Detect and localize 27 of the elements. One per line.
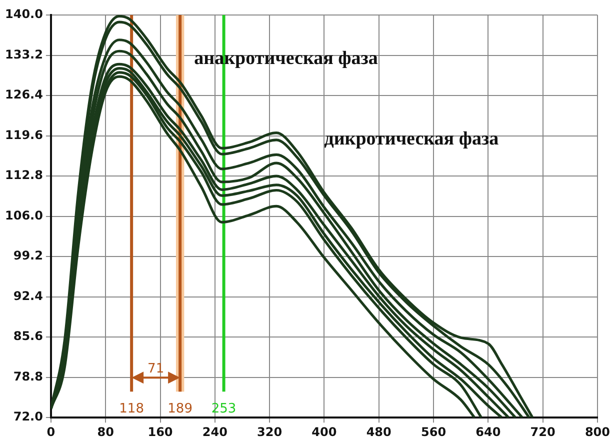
x-tick-label: 0	[46, 424, 56, 439]
y-tick-label: 133.2	[4, 47, 43, 62]
x-tick-label: 400	[312, 424, 337, 439]
y-tick-label: 140.0	[4, 7, 43, 22]
ref-line-label: 189	[168, 401, 192, 416]
y-tick-label: 78.8	[13, 369, 43, 384]
x-tick-label: 480	[366, 424, 392, 439]
ref-line-label: 253	[211, 401, 236, 416]
y-tick-label: 106.0	[4, 208, 43, 222]
x-tick-label: 640	[476, 424, 501, 439]
y-tick-label: 119.6	[4, 128, 43, 142]
x-tick-label: 560	[420, 424, 446, 439]
x-tick-label: 800	[584, 424, 610, 439]
y-tick-label: 92.4	[13, 288, 43, 303]
y-tick-label: 85.6	[13, 329, 43, 344]
x-tick-label: 80	[97, 424, 114, 439]
ref-line-label: 118	[119, 401, 144, 416]
y-tick-label: 126.4	[4, 88, 43, 102]
x-tick-label: 320	[257, 424, 282, 439]
annotation: дикротическая фаза	[324, 128, 500, 150]
y-tick-label: 112.8	[4, 168, 43, 182]
annotation: 71	[148, 361, 164, 376]
y-tick-label: 72.0	[13, 410, 43, 424]
x-tick-label: 240	[202, 424, 228, 439]
x-tick-label: 720	[530, 424, 556, 439]
y-tick-label: 99.2	[13, 248, 43, 263]
x-tick-label: 160	[148, 424, 173, 439]
